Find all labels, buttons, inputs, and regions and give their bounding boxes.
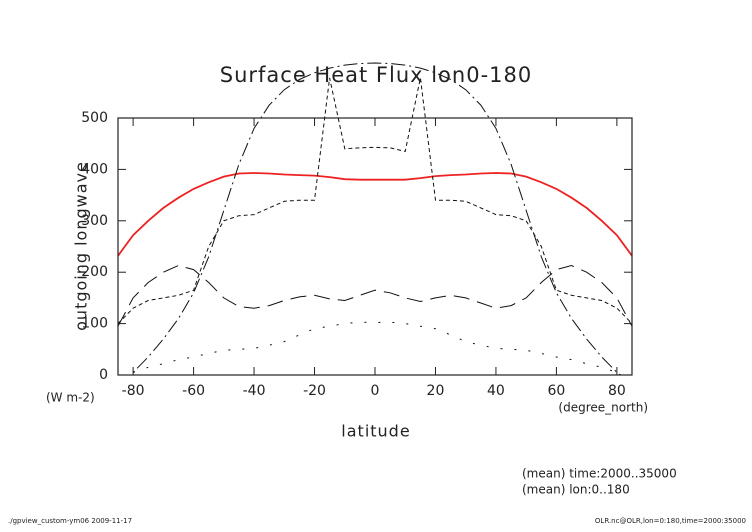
annotation: (mean) lon:0..180 xyxy=(522,483,630,497)
x-tick-label: 40 xyxy=(487,383,505,399)
x-tick-label: 20 xyxy=(427,383,445,399)
footer-left: ./gpview_custom-ym06 2009-11-17 xyxy=(8,517,132,525)
y-axis-units: (W m-2) xyxy=(46,391,95,405)
series-line xyxy=(118,77,632,324)
x-tick-label: 80 xyxy=(608,383,626,399)
x-tick-label: 0 xyxy=(371,383,380,399)
x-axis-label: latitude xyxy=(341,422,410,441)
y-tick-label: 400 xyxy=(81,161,108,177)
footer-right: OLR.nc@OLR,lon=0:180,time=2000:35000 xyxy=(595,517,746,525)
annotation: (mean) time:2000..35000 xyxy=(522,467,677,481)
y-tick-label: 0 xyxy=(99,367,108,383)
plot-lines xyxy=(118,62,632,375)
chart-title: Surface Heat Flux lon0-180 xyxy=(220,63,533,87)
y-axis-label: outgoing longwave xyxy=(72,161,91,331)
x-tick-label: 60 xyxy=(547,383,565,399)
y-tick-label: 200 xyxy=(81,264,108,280)
series-line xyxy=(118,172,632,257)
x-tick-label: -20 xyxy=(303,383,326,399)
series-line xyxy=(118,264,632,327)
y-tick-label: 100 xyxy=(81,316,108,332)
series-line xyxy=(128,62,622,375)
x-tick-label: -80 xyxy=(122,383,145,399)
x-tick-label: -40 xyxy=(243,383,266,399)
x-tick-label: -60 xyxy=(182,383,205,399)
y-tick-label: 500 xyxy=(81,110,108,126)
x-axis-units: (degree_north) xyxy=(558,401,648,415)
plot-frame xyxy=(117,117,633,376)
series-line xyxy=(132,321,618,373)
y-tick-label: 300 xyxy=(81,213,108,229)
